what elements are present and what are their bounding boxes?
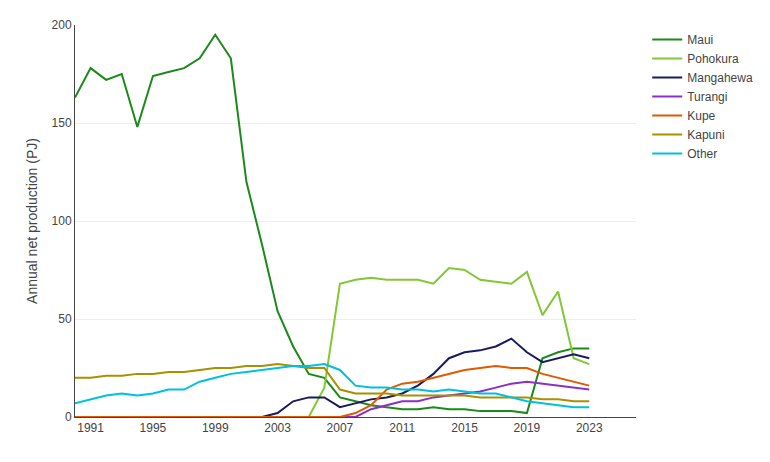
svg-text:2011: 2011 (389, 421, 415, 435)
svg-text:0: 0 (65, 410, 72, 424)
svg-text:2003: 2003 (264, 421, 291, 435)
svg-text:Mangahewa: Mangahewa (687, 71, 753, 85)
svg-text:Maui: Maui (687, 33, 713, 47)
svg-text:Annual net production (PJ): Annual net production (PJ) (24, 138, 40, 304)
svg-text:2015: 2015 (451, 421, 478, 435)
svg-text:2019: 2019 (514, 421, 541, 435)
svg-text:50: 50 (58, 312, 72, 326)
svg-text:Pohokura: Pohokura (687, 52, 739, 66)
svg-text:Other: Other (687, 147, 717, 161)
svg-text:1999: 1999 (202, 421, 229, 435)
svg-text:1991: 1991 (77, 421, 104, 435)
svg-text:1995: 1995 (140, 421, 167, 435)
svg-text:150: 150 (52, 116, 72, 130)
svg-text:Turangi: Turangi (687, 90, 727, 104)
svg-text:2023: 2023 (576, 421, 603, 435)
svg-text:200: 200 (52, 18, 72, 32)
svg-text:2007: 2007 (327, 421, 354, 435)
svg-text:100: 100 (52, 214, 72, 228)
svg-text:Kapuni: Kapuni (687, 128, 724, 142)
svg-text:Kupe: Kupe (687, 109, 715, 123)
